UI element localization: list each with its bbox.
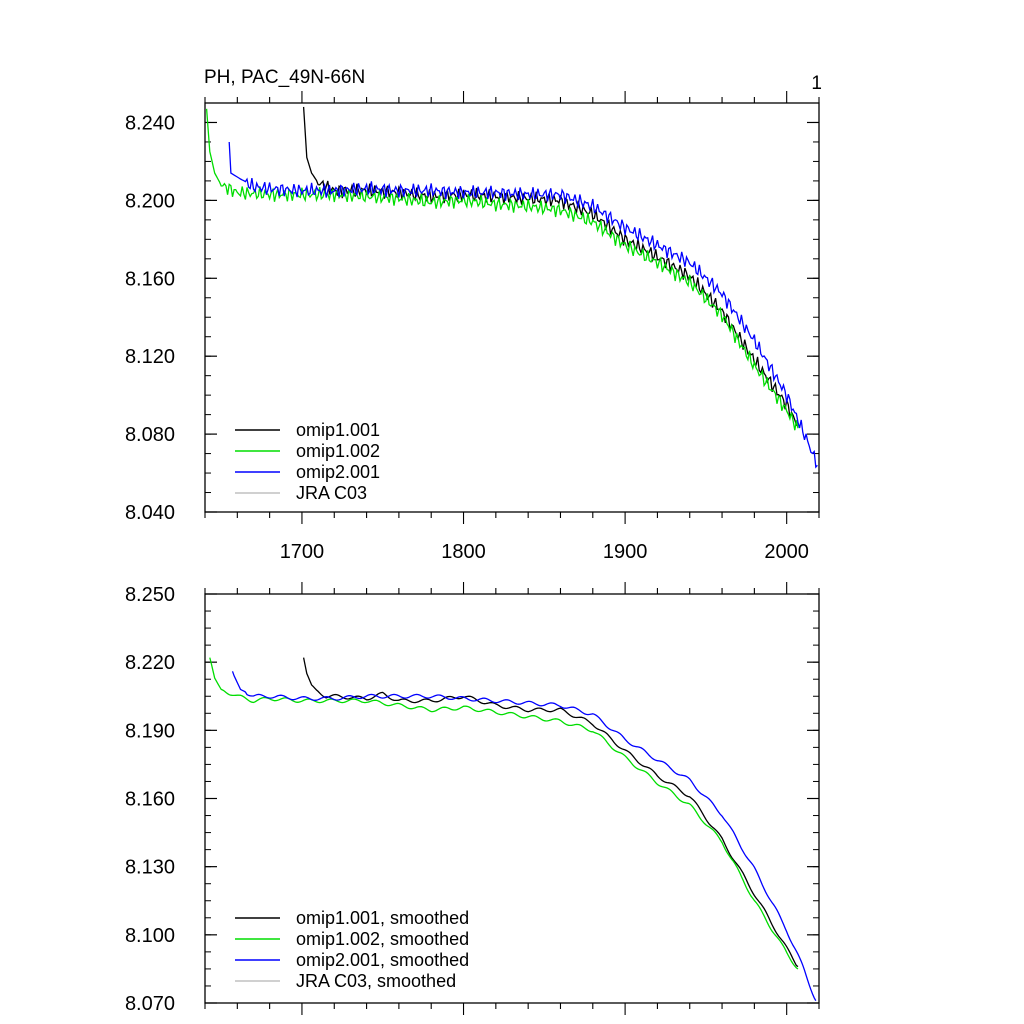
legend-label: omip1.001, smoothed	[296, 908, 469, 928]
y-tick-label: 8.160	[125, 789, 175, 811]
x-tick-label: 2000	[764, 541, 809, 563]
y-tick-label: 8.220	[125, 652, 175, 674]
y-tick-label: 8.120	[125, 346, 175, 368]
legend-label: JRA C03	[296, 483, 367, 503]
series-line-1	[209, 657, 799, 970]
y-tick-label: 8.250	[125, 584, 175, 606]
chart-title: PH, PAC_49N-66N	[204, 67, 365, 88]
legend-label: JRA C03, smoothed	[296, 971, 456, 991]
series-line-0	[302, 657, 799, 968]
plot-frame	[204, 102, 820, 513]
y-tick-label: 8.240	[125, 112, 175, 134]
x-tick-label: 1800	[441, 541, 486, 563]
legend-label: omip2.001	[296, 462, 380, 482]
y-tick-label: 8.070	[125, 993, 175, 1015]
series-line-2	[231, 671, 817, 1002]
series-line-1	[205, 108, 799, 431]
legend-label: omip1.001	[296, 420, 380, 440]
y-tick-label: 8.040	[125, 502, 175, 524]
top-panel: 8.040 8.080 8.120 8.160 8.200 8.240 1700 1800 19…	[125, 91, 820, 563]
x-tick-label: 1700	[280, 541, 325, 563]
y-tick-label: 8.160	[125, 268, 175, 290]
legend-label: omip1.002	[296, 441, 380, 461]
y-tick-label: 8.200	[125, 190, 175, 212]
panel-number: 1	[811, 73, 822, 94]
legend-label: omip2.001, smoothed	[296, 950, 469, 970]
y-tick-label: 8.130	[125, 857, 175, 879]
y-tick-label: 8.100	[125, 925, 175, 947]
y-tick-label: 8.190	[125, 720, 175, 742]
x-tick-label: 1900	[603, 541, 648, 563]
bottom-panel: 8.070 8.100 8.130 8.160 8.190 8.220 8.250 omip1…	[125, 582, 820, 1015]
series-line-2	[228, 141, 818, 469]
series-line-0	[302, 106, 799, 427]
y-tick-label: 8.080	[125, 424, 175, 446]
legend-label: omip1.002, smoothed	[296, 929, 469, 949]
